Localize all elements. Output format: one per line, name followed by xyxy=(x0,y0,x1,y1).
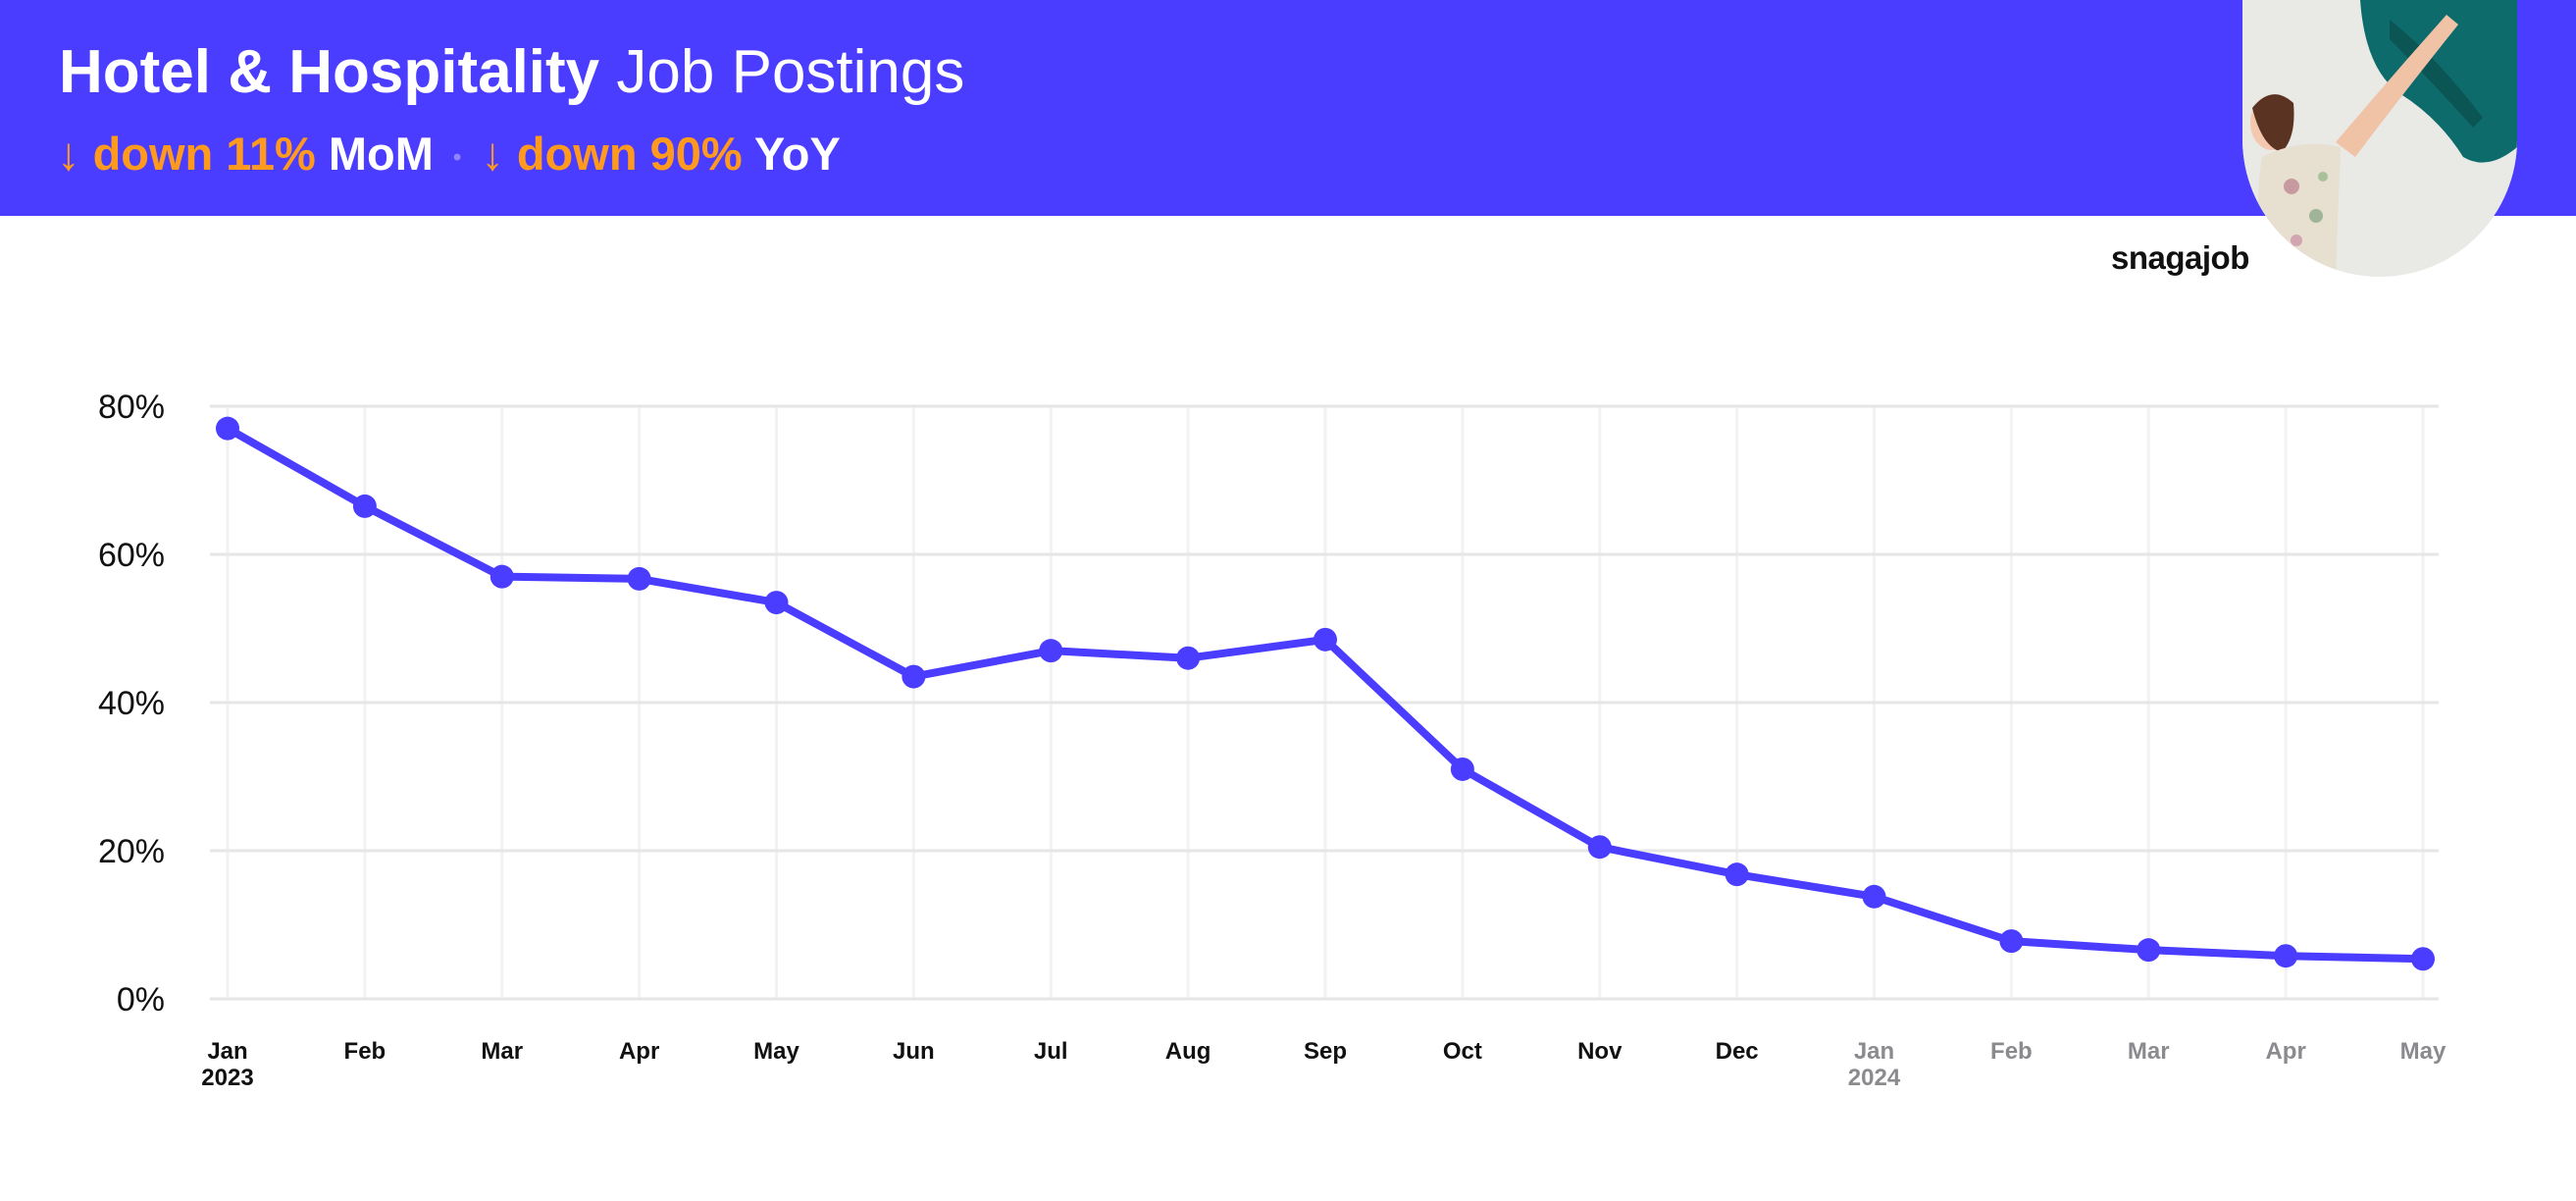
yoy-label: YoY xyxy=(753,128,841,180)
data-point xyxy=(627,566,651,591)
x-tick-label: Apr xyxy=(2265,1038,2305,1065)
data-point xyxy=(1999,929,2024,954)
data-point xyxy=(1862,884,1886,909)
data-point xyxy=(1039,639,1063,663)
x-tick-label: Sep xyxy=(1304,1038,1347,1065)
y-tick-label: 80% xyxy=(98,389,165,426)
separator-dot-icon: • xyxy=(452,143,462,171)
series-job-postings xyxy=(216,416,2435,971)
x-tick-label: Apr xyxy=(619,1038,659,1065)
x-tick-label: Nov xyxy=(1577,1038,1623,1065)
x-tick-label: Aug xyxy=(1165,1038,1211,1065)
title-industry: Hotel & Hospitality xyxy=(59,38,600,106)
data-point xyxy=(2274,944,2298,968)
x-tick-label: Mar xyxy=(481,1038,523,1065)
x-tick-label: Feb xyxy=(344,1038,386,1065)
header-banner: Hotel & Hospitality Job Postings ↓ down … xyxy=(0,0,2576,216)
x-tick-label: Feb xyxy=(1990,1038,2033,1065)
data-point xyxy=(1450,757,1474,781)
y-tick-label: 0% xyxy=(117,981,165,1018)
data-point xyxy=(1725,862,1749,887)
data-point xyxy=(489,564,514,589)
x-tick-label: May xyxy=(2400,1038,2447,1065)
y-tick-label: 60% xyxy=(98,537,165,574)
y-tick-label: 40% xyxy=(98,685,165,722)
data-point xyxy=(764,591,789,615)
page-title: Hotel & Hospitality Job Postings xyxy=(59,33,964,112)
gridlines xyxy=(210,404,2439,1001)
yoy-change: down 90% xyxy=(516,128,743,180)
x-tick-label: Jan xyxy=(207,1038,247,1065)
housekeeper-photo-art xyxy=(2242,0,2517,277)
x-year-label: 2023 xyxy=(201,1065,253,1091)
mom-change: down 11% xyxy=(92,128,316,180)
x-tick-label: Dec xyxy=(1716,1038,1759,1065)
y-axis: 0% 20% 40% 60% 80% xyxy=(98,389,165,1018)
data-point xyxy=(2411,947,2435,971)
arrow-down-icon: ↓ xyxy=(481,128,504,180)
x-tick-label: Mar xyxy=(2128,1038,2170,1065)
x-tick-label: Jul xyxy=(1034,1038,1068,1065)
data-point xyxy=(1314,627,1337,652)
data-point xyxy=(1587,835,1612,860)
x-tick-label: Jan xyxy=(1854,1038,1894,1065)
data-point xyxy=(216,416,239,441)
x-year-label: 2024 xyxy=(1848,1065,1901,1091)
change-summary: ↓ down 11% MoM • ↓ down 90% YoY xyxy=(57,122,841,190)
mom-label: MoM xyxy=(328,128,434,180)
data-point xyxy=(902,664,926,689)
data-point xyxy=(2137,938,2161,963)
arrow-down-icon: ↓ xyxy=(57,128,80,180)
housekeeper-photo xyxy=(2242,0,2517,277)
x-tick-label: May xyxy=(753,1038,799,1065)
x-tick-label: Jun xyxy=(893,1038,935,1065)
data-point xyxy=(352,494,377,518)
title-metric: Job Postings xyxy=(616,38,965,106)
brand-logo: snagajob xyxy=(2111,239,2249,276)
x-tick-label: Oct xyxy=(1443,1038,1482,1065)
y-tick-label: 20% xyxy=(98,833,165,870)
data-point xyxy=(1176,646,1201,670)
